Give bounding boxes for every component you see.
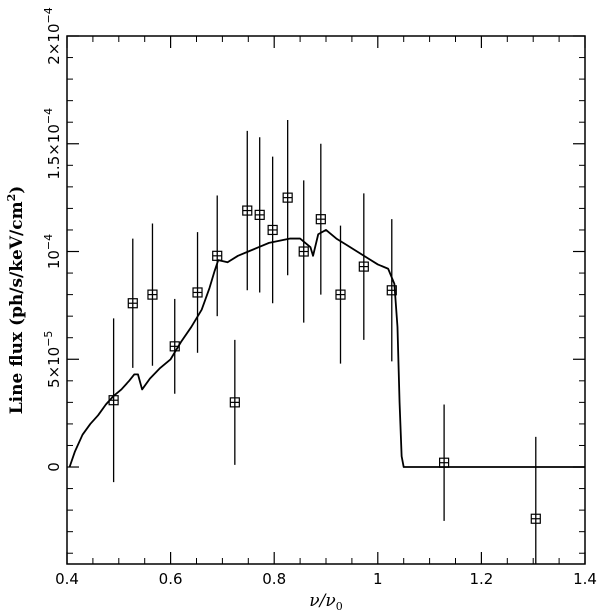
x-tick-label: 0.6 xyxy=(159,570,183,588)
x-tick-label: 1.4 xyxy=(573,570,597,588)
tick-labels: 0.4 0.6 0.8 1 1.2 1.405×10−510−41.5×10−42×10−… xyxy=(42,7,597,588)
y-axis-label-sup: 2 xyxy=(5,194,18,202)
y-tick-exponent: −5 xyxy=(42,331,55,347)
y-tick-mantissa: 2×10 xyxy=(45,24,63,65)
y-tick-mantissa: 1.5×10 xyxy=(45,124,63,180)
plot-frame xyxy=(66,35,586,565)
ticks xyxy=(66,35,586,564)
y-tick-label: 10−4 xyxy=(42,234,63,269)
y-tick-mantissa: 0 xyxy=(45,462,63,472)
y-tick-exponent: −4 xyxy=(42,7,55,23)
x-axis-label-sub: 0 xyxy=(336,600,343,613)
y-axis-label-main: Line flux (ph/s/keV/cm xyxy=(7,201,27,414)
model-line xyxy=(68,229,585,468)
x-axis-label-main: ν/ν xyxy=(309,591,335,611)
y-tick-exponent: −4 xyxy=(42,234,55,250)
y-tick-exponent: −4 xyxy=(42,108,55,124)
y-axis-label: Line flux (ph/s/keV/cm2) xyxy=(5,186,27,415)
y-tick-label: 2×10−4 xyxy=(42,7,63,64)
y-tick-mantissa: 10 xyxy=(45,250,63,269)
y-tick-label: 1.5×10−4 xyxy=(42,108,63,180)
x-tick-label: 0.4 xyxy=(55,570,79,588)
x-axis-label: ν/ν0 xyxy=(309,591,342,613)
data-points xyxy=(108,120,541,564)
model-curve xyxy=(68,229,585,468)
y-axis-label-end: ) xyxy=(7,186,27,194)
y-tick-label: 0 xyxy=(45,462,63,472)
y-tick-label: 5×10−5 xyxy=(42,331,63,388)
y-tick-mantissa: 5×10 xyxy=(45,347,63,388)
x-tick-label: 1.2 xyxy=(469,570,493,588)
x-tick-label: 1 xyxy=(373,570,383,588)
x-tick-label: 0.8 xyxy=(262,570,286,588)
